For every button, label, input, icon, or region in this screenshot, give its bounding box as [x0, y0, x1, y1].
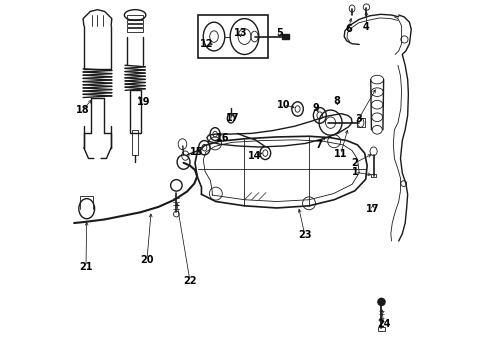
Bar [127, 20, 142, 23]
Text: 7: 7 [315, 140, 322, 150]
Text: 13: 13 [233, 28, 246, 38]
Text: 3: 3 [354, 114, 361, 124]
Bar [127, 24, 142, 27]
Text: 9: 9 [312, 103, 319, 113]
Text: 23: 23 [297, 230, 311, 239]
Text: 19: 19 [136, 97, 150, 107]
Bar [132, 130, 138, 155]
Text: 17: 17 [226, 113, 239, 123]
Text: 12: 12 [200, 40, 213, 49]
Text: 10: 10 [276, 100, 289, 110]
Bar [357, 118, 365, 127]
Bar [129, 90, 140, 134]
Text: 8: 8 [333, 96, 340, 106]
Bar [127, 15, 142, 19]
Text: 2: 2 [351, 158, 358, 168]
Text: 17: 17 [366, 204, 379, 215]
Text: 16: 16 [215, 133, 228, 143]
Text: 1: 1 [351, 167, 358, 177]
Text: 24: 24 [376, 319, 389, 329]
Text: 18: 18 [76, 105, 89, 115]
Text: 6: 6 [345, 24, 351, 35]
Bar [370, 174, 376, 177]
Text: 4: 4 [362, 22, 369, 32]
Text: 15: 15 [190, 147, 203, 157]
Bar [127, 28, 142, 32]
Bar [377, 327, 384, 330]
Text: 5: 5 [276, 28, 283, 38]
Ellipse shape [377, 298, 384, 306]
Bar [198, 15, 267, 58]
Text: 21: 21 [79, 262, 93, 272]
Text: 11: 11 [333, 149, 346, 159]
Bar [282, 34, 289, 39]
Text: 22: 22 [183, 276, 196, 286]
Text: 20: 20 [140, 255, 153, 265]
Text: 14: 14 [247, 150, 261, 161]
